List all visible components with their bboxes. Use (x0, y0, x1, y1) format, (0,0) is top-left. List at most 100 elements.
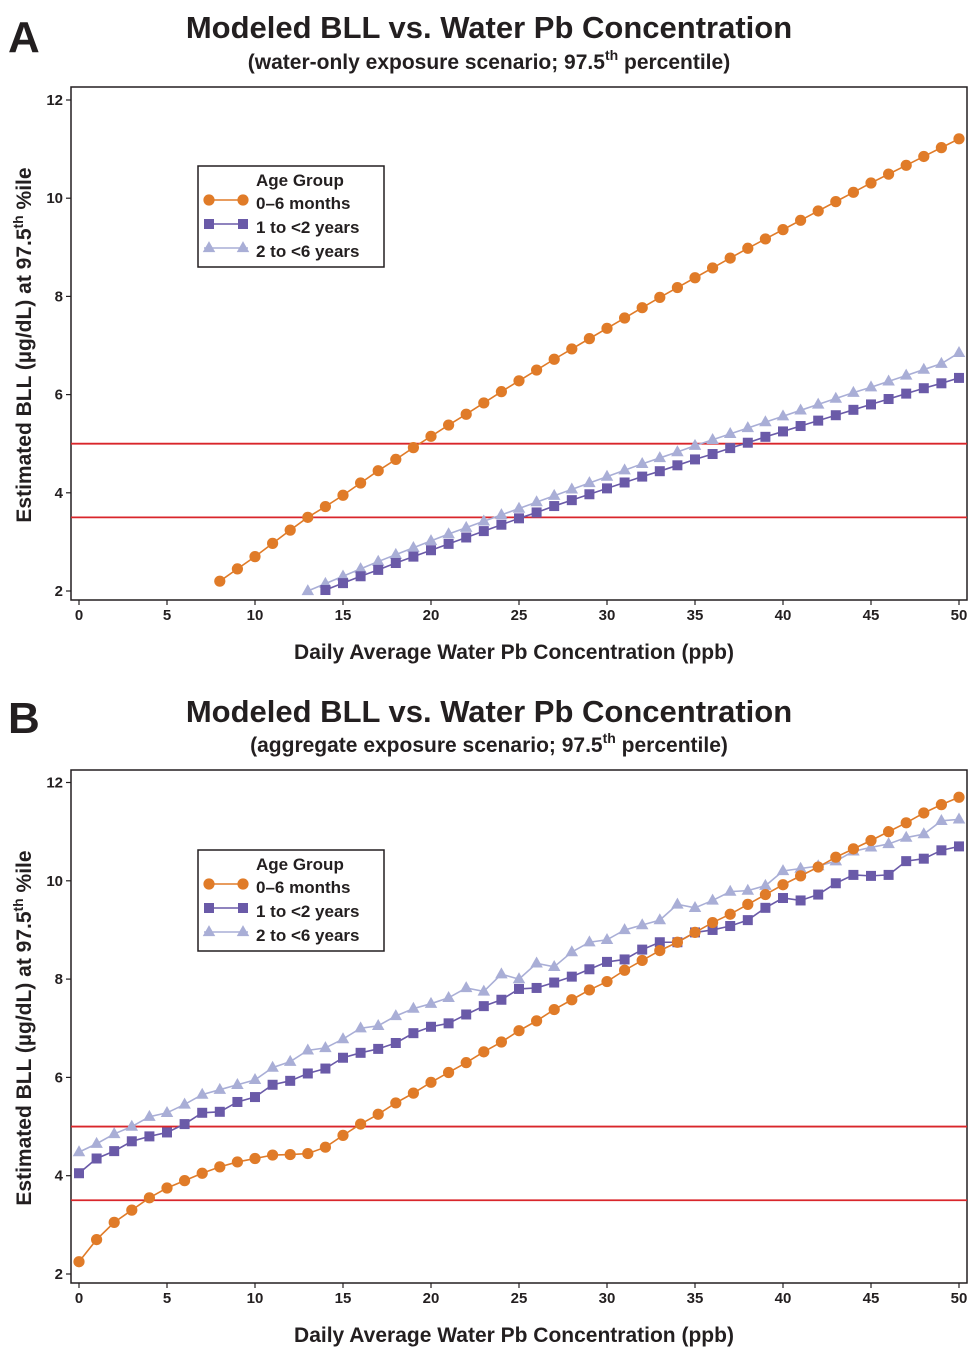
panel-a-triangle-marker-2-to-6-years-3 (354, 562, 367, 574)
panel-b-square-marker-1-to-2-years-37 (725, 921, 736, 932)
panel-b-ylabel-tail: %ile (13, 850, 36, 898)
panel-a-triangle-marker-2-to-6-years-37 (952, 346, 966, 358)
panel-b-circle-marker-0-6-months-36 (707, 916, 719, 929)
panel-b-square-marker-1-to-2-years-42 (813, 889, 824, 900)
panel-a-series-1-to-2-years (320, 372, 964, 596)
panel-a-square-marker-1-to-2-years-0 (320, 585, 331, 596)
panel-a-legend-circle-marker-left-0-6-months (203, 194, 215, 206)
panel-a-triangle-marker-2-to-6-years-20 (653, 451, 667, 463)
panel-b-triangle-marker-2-to-6-years-1 (90, 1136, 103, 1148)
panel-b-triangle-marker-2-to-6-years-36 (706, 893, 719, 905)
panel-b-legend-triangle-marker-left-2-to-6-years (202, 925, 216, 937)
panel-a-circle-marker-0-6-months-41 (935, 142, 948, 154)
panel-a-legend: Age Group 0–6 months 1 to <2 years 2 to … (197, 165, 385, 268)
panel-b-triangle-marker-2-to-6-years-47 (899, 830, 913, 842)
panel-b-circle-marker-0-6-months-27 (548, 1003, 560, 1016)
panel-a-circle-marker-0-6-months-24 (636, 302, 648, 314)
panel-a-circle-marker-0-6-months-31 (759, 233, 772, 245)
panel-b-circle-marker-0-6-months-21 (443, 1066, 455, 1079)
panel-a-square-marker-1-to-2-years-36 (954, 372, 964, 383)
panel-b-triangle-marker-2-to-6-years-3 (125, 1119, 139, 1131)
panel-a-circle-marker-0-6-months-14 (460, 408, 472, 420)
panel-a-circle-marker-0-6-months-40 (918, 150, 930, 163)
panel-a-square-marker-1-to-2-years-32 (883, 394, 894, 405)
panel-b-x-tick-25: 25 (511, 1290, 528, 1307)
panel-a-legend-label-2: 2 to <6 years (256, 242, 360, 261)
panel-b-ylabel-sup: th (10, 898, 26, 911)
panel-a-square-marker-1-to-2-years-3 (373, 564, 384, 575)
panel-a-triangle-marker-2-to-6-years-14 (547, 488, 561, 500)
panel-b-triangle-marker-2-to-6-years-41 (794, 861, 807, 873)
panel-a-circle-marker-0-6-months-8 (355, 477, 367, 489)
panel-b-legend: Age Group 0–6 months 1 to <2 years 2 to … (197, 849, 385, 952)
panel-b-triangle-marker-2-to-6-years-24 (495, 967, 508, 979)
panel-a-square-marker-1-to-2-years-17 (619, 477, 630, 488)
panel-a-subtitle-tail: percentile) (618, 51, 730, 74)
panel-b-legend-marks (202, 878, 250, 937)
panel-b-x-tick-0: 0 (75, 1290, 83, 1307)
panel-a-circle-marker-0-6-months-22 (601, 322, 613, 334)
panel-b-circle-marker-0-6-months-5 (161, 1182, 173, 1194)
panel-b-triangle-marker-2-to-6-years-20 (424, 996, 438, 1008)
panel-a-square-marker-1-to-2-years-27 (795, 421, 806, 432)
panel-a-square-marker-1-to-2-years-28 (813, 415, 824, 426)
panel-b-square-marker-1-to-2-years-47 (901, 856, 912, 867)
panel-a-square-marker-1-to-2-years-18 (637, 471, 648, 482)
panel-a-square-marker-1-to-2-years-12 (531, 507, 542, 518)
panel-a-x-tick-20: 20 (423, 607, 440, 624)
panel-b-triangle-marker-2-to-6-years-28 (565, 945, 579, 957)
panel-a-triangle-marker-2-to-6-years-16 (583, 476, 596, 488)
panel-a-circle-marker-0-6-months-9 (372, 465, 384, 477)
panel-a-square-marker-1-to-2-years-24 (742, 437, 753, 448)
panel-b-circle-marker-0-6-months-46 (883, 826, 895, 838)
panel-b-circle-marker-0-6-months-18 (390, 1097, 402, 1109)
panel-a-square-marker-1-to-2-years-26 (778, 426, 788, 437)
panel-a-legend-marks (202, 194, 250, 253)
panel-b-square-marker-1-to-2-years-13 (302, 1068, 313, 1079)
panel-b-square-marker-1-to-2-years-40 (778, 893, 788, 904)
panel-a-circle-marker-0-6-months-29 (724, 252, 736, 264)
panel-a-x-tick-10: 10 (247, 607, 264, 624)
panel-a-triangle-marker-2-to-6-years-8 (442, 527, 455, 539)
panel-b-triangle-marker-2-to-6-years-9 (231, 1077, 244, 1089)
panel-a-legend-box (197, 165, 385, 268)
panel-b-triangle-marker-2-to-6-years-27 (547, 959, 561, 971)
panel-a-ylabel-main: Estimated BLL (µg/dL) at 97.5 (13, 228, 36, 522)
panel-b-circle-marker-0-6-months-48 (918, 807, 930, 819)
panel-b-circle-marker-0-6-months-38 (742, 898, 754, 910)
panel-b-square-marker-1-to-2-years-50 (954, 841, 964, 852)
panel-b-legend-square-marker-right-1-to-2-years (238, 903, 248, 913)
panel-b-x-tick-50: 50 (951, 1290, 968, 1307)
panel-b-triangle-marker-2-to-6-years-23 (477, 984, 491, 996)
panel-a-triangle-marker-2-to-6-years-31 (847, 385, 860, 397)
panel-a-square-marker-1-to-2-years-13 (549, 501, 560, 512)
panel-b-square-marker-1-to-2-years-24 (496, 994, 507, 1005)
panel-b-circle-marker-0-6-months-4 (143, 1192, 155, 1204)
panel-b-triangle-marker-2-to-6-years-22 (459, 981, 473, 993)
panel-b-triangle-marker-2-to-6-years-34 (671, 897, 684, 909)
panel-b-legend-circle-marker-left-0-6-months (203, 878, 215, 890)
panel-b-triangle-marker-2-to-6-years-46 (882, 837, 895, 849)
panel-a-circle-marker-0-6-months-37 (865, 177, 877, 189)
panel-a-triangle-marker-2-to-6-years-5 (389, 547, 403, 559)
panel-b-circle-marker-0-6-months-35 (689, 926, 701, 939)
panel-b-circle-marker-0-6-months-6 (179, 1175, 191, 1187)
panel-a-triangle-marker-2-to-6-years-32 (864, 380, 878, 392)
panel-a-legend-label-1: 1 to <2 years (256, 218, 360, 237)
panel-a-y-tick-2: 2 (55, 583, 63, 600)
panel-a-circle-marker-0-6-months-33 (795, 214, 807, 226)
panel-b-triangle-marker-2-to-6-years-17 (371, 1018, 385, 1030)
panel-b-circle-marker-0-6-months-33 (654, 944, 666, 957)
panel-b-circle-marker-0-6-months-9 (231, 1156, 243, 1168)
panel-a-square-marker-1-to-2-years-15 (584, 489, 595, 500)
panel-b-circle-marker-0-6-months-44 (847, 843, 860, 855)
panel-b-triangle-marker-2-to-6-years-2 (107, 1127, 121, 1139)
panel-b-circle-marker-0-6-months-32 (636, 954, 648, 967)
panel-a-series-line-2-to-6-years (307, 352, 960, 592)
panel-a-x-tick-45: 45 (863, 607, 880, 624)
panel-b-x-tick-45: 45 (863, 1290, 880, 1307)
panel-b-x-tick-20: 20 (423, 1290, 440, 1307)
panel-a-circle-marker-0-6-months-39 (900, 159, 912, 171)
panel-b-plot: 0 5 10 15 20 25 30 35 40 45 50 2 4 6 8 10 12 (46, 769, 968, 1307)
